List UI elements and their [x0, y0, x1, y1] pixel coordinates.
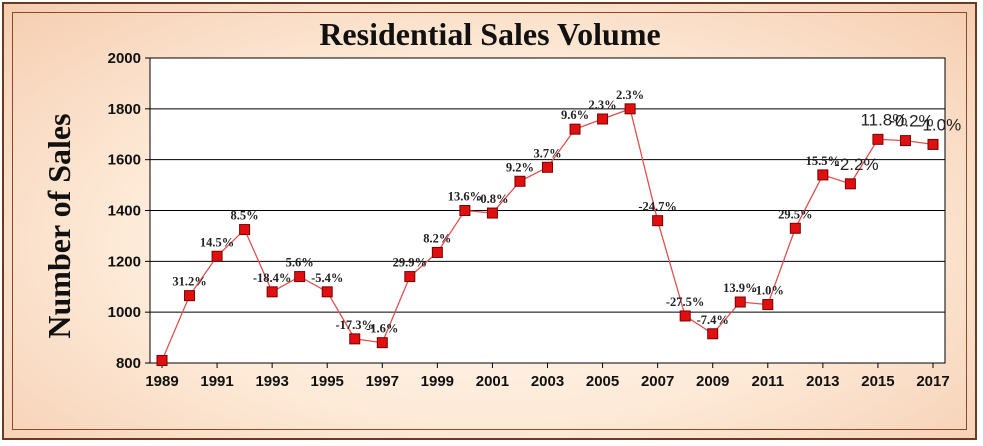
- data-label: -1.6%: [366, 322, 398, 336]
- data-point: [239, 224, 251, 236]
- data-point: [569, 123, 581, 135]
- x-tick-label: 1991: [200, 373, 233, 390]
- data-point: [459, 205, 471, 216]
- y-tick-label: 800: [116, 355, 141, 372]
- plot-area: 800 1000 1200 1400 1600 1800 2000 1989 1991 1993 1…: [108, 50, 962, 390]
- data-point: [486, 207, 498, 219]
- data-label: 31.2%: [172, 275, 206, 289]
- data-point: [707, 328, 719, 340]
- data-point: [762, 299, 774, 311]
- data-point: [156, 354, 168, 366]
- chart-title: Residential Sales Volume: [319, 16, 660, 52]
- data-label: 13.6%: [448, 190, 482, 204]
- data-label: 2.3%: [589, 98, 617, 112]
- x-tick-label: 2003: [531, 373, 564, 390]
- data-point: [597, 113, 609, 125]
- data-point: [514, 175, 526, 187]
- data-point: [321, 286, 333, 298]
- data-point: [431, 246, 443, 258]
- data-label: -17.3%: [335, 318, 374, 332]
- x-tick-label: 2011: [752, 373, 785, 390]
- data-point: [294, 271, 306, 283]
- x-tick-label: 2015: [861, 373, 894, 390]
- x-tick-label: 1993: [255, 373, 288, 390]
- data-label: -1.0%: [752, 284, 784, 298]
- data-point: [211, 250, 223, 262]
- x-tick-label: 2009: [696, 373, 729, 390]
- y-axis-label: Number of Sales: [41, 113, 77, 338]
- data-label: -7.4%: [697, 313, 729, 327]
- data-label: -0.8%: [476, 192, 508, 206]
- x-tick-label: 1999: [421, 373, 454, 390]
- x-tick-label: 2013: [806, 373, 839, 390]
- data-point: [404, 271, 416, 283]
- data-point: [266, 286, 278, 298]
- data-point: [376, 337, 388, 349]
- data-label: 9.6%: [561, 108, 589, 122]
- y-tick-label: 1000: [108, 304, 141, 321]
- data-label: 11.8%: [860, 110, 907, 129]
- data-point: [789, 222, 801, 234]
- data-point: [899, 135, 911, 147]
- data-label: 14.5%: [200, 235, 234, 249]
- x-tick-label: 2017: [916, 373, 949, 390]
- data-label: -24.7%: [638, 200, 677, 214]
- data-point: [872, 133, 884, 145]
- y-tick-label: 2000: [108, 50, 141, 67]
- data-point: [817, 169, 829, 181]
- x-tick-label: 2001: [476, 373, 509, 390]
- data-point: [844, 178, 856, 190]
- data-label: 3.7%: [533, 146, 561, 160]
- data-label: -2.2%: [834, 155, 878, 174]
- data-point: [624, 103, 636, 115]
- data-label: -5.4%: [311, 271, 343, 285]
- data-label: 5.6%: [286, 256, 314, 270]
- data-label: -1.0%: [917, 115, 961, 134]
- data-point: [349, 333, 361, 345]
- data-label: 29.9%: [393, 256, 427, 270]
- x-tick-label: 1989: [145, 373, 178, 390]
- data-label: 29.5%: [778, 207, 812, 221]
- data-point: [679, 310, 691, 322]
- data-point: [652, 215, 664, 227]
- x-tick-label: 2007: [641, 373, 674, 390]
- y-tick-label: 1400: [108, 203, 141, 220]
- y-tick-label: 1200: [108, 253, 141, 270]
- data-point: [734, 296, 746, 308]
- data-point: [927, 138, 939, 150]
- x-tick-label: 1997: [366, 373, 399, 390]
- data-label: 8.2%: [423, 231, 451, 245]
- x-tick-label: 2005: [586, 373, 619, 390]
- y-tick-label: 1800: [108, 101, 141, 118]
- data-label: -27.5%: [666, 295, 705, 309]
- data-point: [184, 290, 196, 302]
- data-point: [542, 161, 553, 173]
- y-tick-label: 1600: [108, 152, 141, 169]
- data-label: 13.9%: [723, 281, 757, 295]
- data-label: 2.3%: [616, 88, 644, 102]
- data-label: 8.5%: [231, 209, 259, 223]
- data-label: 15.5%: [806, 154, 840, 168]
- data-label: -0.2%: [889, 112, 933, 131]
- x-tick-label: 1995: [311, 373, 344, 390]
- data-label: -18.4%: [253, 271, 292, 285]
- data-label: 9.2%: [506, 160, 534, 174]
